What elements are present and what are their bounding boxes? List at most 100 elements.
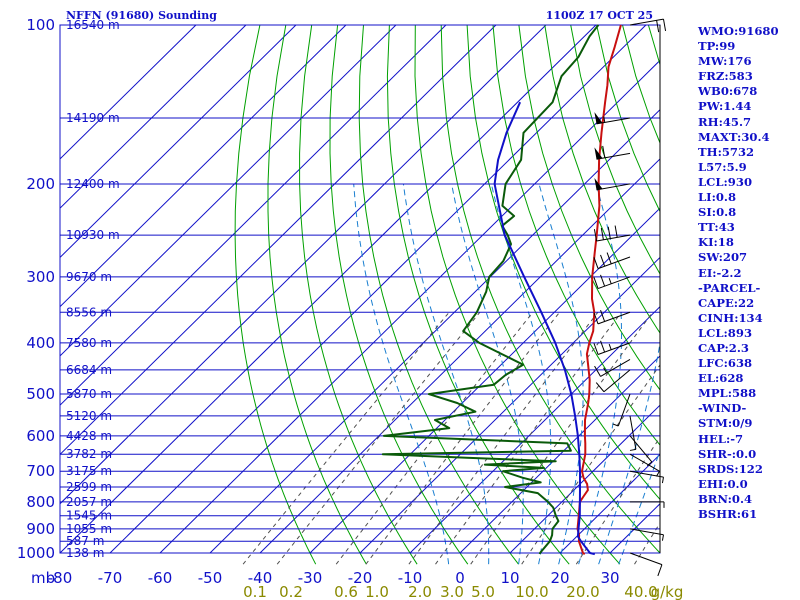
temperature-tick-label: 30 [600, 569, 619, 587]
wind-barb [594, 359, 631, 377]
mixing-ratio-label: 3.0 [440, 583, 464, 600]
wind-barb [594, 145, 631, 160]
height-label: 1055 m [66, 522, 112, 536]
index-item: SRDS:122 [698, 461, 763, 476]
index-item: HEL:-7 [698, 431, 744, 446]
wind-barb [594, 178, 631, 191]
index-item: KI:18 [698, 235, 734, 250]
index-item: CINH:134 [698, 310, 763, 325]
pressure-tick-label: 800 [26, 493, 55, 511]
wind-barb [630, 501, 665, 508]
mixing-ratio-line [470, 312, 654, 565]
wind-barb [595, 369, 631, 393]
index-item: TH:5732 [698, 144, 755, 159]
wind-barb [629, 415, 637, 451]
index-item: MW:176 [698, 54, 752, 69]
index-item: SI:0.8 [698, 205, 737, 220]
moist-adiabat [618, 449, 660, 565]
temperature-tick-label: -50 [198, 569, 223, 587]
height-label: 1545 m [66, 509, 112, 523]
temperature-tick-label: -70 [98, 569, 123, 587]
isotherm-line [60, 24, 347, 308]
pressure-tick-label: 900 [26, 520, 55, 538]
index-item: TT:43 [698, 220, 735, 235]
isotherm-line [209, 108, 660, 554]
index-item: TP:99 [698, 39, 736, 54]
height-label: 2057 m [66, 495, 112, 509]
index-item: LCL:930 [698, 174, 753, 189]
plot-frame [59, 24, 661, 554]
mixing-ratio-label: 20.0 [566, 583, 599, 600]
index-item: MAXT:30.4 [698, 129, 770, 144]
isotherm-line [60, 24, 497, 456]
mixing-ratio-label: 5.0 [471, 583, 495, 600]
index-item: FRZ:583 [698, 69, 753, 84]
wind-barb [629, 435, 653, 467]
height-label: 2599 m [66, 480, 112, 494]
index-item: BSHR:61 [698, 507, 758, 521]
mixing-ratio-label: 0.2 [279, 583, 303, 600]
wind-barb [629, 18, 667, 33]
wind-barb [629, 470, 664, 484]
temperature-tick-label: -30 [298, 569, 323, 587]
height-label: 4428 m [66, 429, 112, 443]
height-label: 9670 m [66, 270, 112, 284]
pressure-tick-label: 700 [26, 462, 55, 480]
wind-barb [629, 552, 663, 577]
moist-adiabat [538, 183, 584, 565]
height-label: 8556 m [66, 305, 112, 319]
dry-adiabat [329, 24, 469, 565]
dry-adiabat [518, 24, 660, 391]
isotherm-line [60, 24, 297, 259]
mixing-ratio-label: 10.0 [515, 583, 548, 600]
height-label: 138 m [66, 546, 104, 560]
wind-barb [612, 393, 631, 427]
isotherm-line [309, 207, 660, 554]
pressure-tick-label: 200 [26, 175, 55, 193]
index-item: LCL:893 [698, 325, 753, 340]
parcel-profile [493, 101, 596, 556]
mixing-ratio-line [242, 311, 450, 565]
temperature-tick-label: -80 [48, 569, 73, 587]
temperature-tick-label: 10 [500, 569, 519, 587]
wind-barb [593, 274, 631, 290]
height-label: 12400 m [66, 177, 120, 191]
isotherm-line [159, 59, 660, 554]
pressure-tick-label: 300 [26, 268, 55, 286]
mixing-ratio-label: 0.1 [243, 583, 267, 600]
mixing-ratio-line [575, 436, 660, 565]
temperature-tick-label: 20 [550, 569, 569, 587]
wind-barb [629, 528, 664, 541]
index-item: LFC:638 [698, 356, 753, 371]
height-label: 14190 m [66, 111, 120, 125]
height-label: 5120 m [66, 409, 112, 423]
dry-adiabat [466, 24, 660, 501]
wind-barb [593, 225, 631, 242]
dry-adiabat [358, 24, 519, 565]
isotherm-line [109, 24, 647, 554]
index-item: -WIND- [698, 401, 747, 416]
temperature-tick-label: 0 [455, 569, 465, 587]
series-layer [381, 24, 622, 556]
isotherm-line [60, 24, 197, 160]
dry-adiabat [386, 24, 570, 565]
moist-adiabat [598, 183, 660, 565]
pressure-tick-label: 500 [26, 385, 55, 403]
y-axis-unit: mb [31, 569, 55, 587]
index-item: CAPE:22 [698, 295, 755, 310]
index-item: SW:207 [698, 250, 748, 265]
moist-adiabat [402, 183, 490, 565]
pressure-tick-label: 600 [26, 427, 55, 445]
index-item: STM:0/9 [698, 416, 753, 431]
pressure-tick-label: 100 [26, 16, 55, 34]
mixing-ratio-label: 2.0 [408, 583, 432, 600]
dry-adiabat [267, 24, 367, 565]
mixing-ratio-label: 1.0 [365, 583, 389, 600]
index-item: RH:45.7 [698, 114, 752, 129]
wind-barb [594, 112, 631, 125]
chart-time: 1100Z 17 OCT 25 [546, 9, 653, 22]
height-label: 16540 m [66, 18, 120, 32]
dry-adiabat [414, 24, 621, 565]
